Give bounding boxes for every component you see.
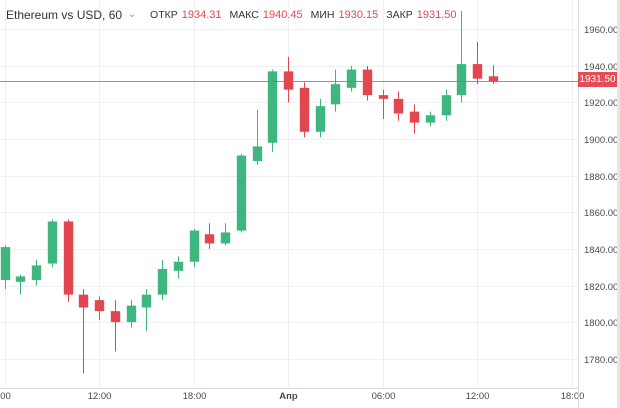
candle <box>15 274 26 295</box>
candle <box>63 219 74 302</box>
candle <box>472 42 483 85</box>
candle <box>362 65 373 101</box>
candle-body <box>78 294 89 308</box>
candle-body <box>393 98 404 114</box>
y-tick-label: 1900.00 <box>584 135 618 146</box>
y-tick-label: 1780.00 <box>584 355 618 366</box>
candle-body <box>488 76 499 82</box>
candle <box>441 89 452 121</box>
candle <box>141 289 152 332</box>
candle-body <box>173 261 184 271</box>
candle-body <box>267 71 278 143</box>
candle-body <box>110 311 121 323</box>
y-tick-label: 1820.00 <box>584 282 618 293</box>
candle-body <box>425 115 436 123</box>
x-tick-label: 12:00 <box>88 391 112 402</box>
candle <box>173 256 184 279</box>
open-value: 1934.31 <box>181 9 222 21</box>
candle-body <box>141 294 152 308</box>
y-tick-label: 1800.00 <box>584 318 618 329</box>
candle <box>94 296 105 321</box>
x-tick-label: 18:00 <box>561 391 585 402</box>
candle <box>252 109 263 165</box>
candle-body <box>204 234 215 244</box>
candle-body <box>441 95 452 116</box>
candle-body <box>409 111 420 123</box>
candle-body <box>0 247 11 281</box>
y-tick-label: 1920.00 <box>584 98 618 109</box>
candle-body <box>189 230 200 262</box>
candle-body <box>31 265 42 281</box>
candle <box>425 111 436 127</box>
chevron-down-icon[interactable]: ⌄ <box>128 9 137 20</box>
candle-body <box>299 87 310 132</box>
candle <box>378 89 389 119</box>
candle <box>31 259 42 286</box>
candle-body <box>220 232 231 244</box>
candle <box>110 300 121 352</box>
y-tick-label: 1840.00 <box>584 245 618 256</box>
candle-body <box>315 106 326 132</box>
candle <box>409 104 420 134</box>
candle <box>283 56 294 103</box>
high-label: МАКС <box>229 9 259 21</box>
candle-body <box>63 221 74 295</box>
candle-body <box>456 64 467 96</box>
candle <box>204 223 215 249</box>
candle-body <box>15 276 26 282</box>
candle-body <box>472 64 483 79</box>
candle <box>346 65 357 92</box>
chart-legend: Ethereum vs USD, 60 ⌄ ОТКР 1934.31 МАКС … <box>6 7 457 23</box>
candle-body <box>236 155 247 231</box>
y-tick-label: 1960.00 <box>584 25 618 36</box>
symbol-title: Ethereum vs USD, 60 <box>6 8 123 22</box>
candles <box>0 10 499 374</box>
y-tick-label: 1940.00 <box>584 62 618 73</box>
candle-body <box>157 269 168 295</box>
panel-edge <box>617 0 620 408</box>
candle <box>267 69 278 152</box>
grid <box>0 0 578 388</box>
candle-body <box>362 69 373 96</box>
candle <box>299 82 310 138</box>
x-tick-label: Апр <box>279 391 298 402</box>
candle <box>0 245 11 290</box>
current-price-badge: 1931.50 <box>578 72 617 87</box>
candle-body <box>330 84 341 105</box>
candle-body <box>378 95 389 99</box>
candle <box>220 223 231 246</box>
y-tick-label: 1860.00 <box>584 208 618 219</box>
candle <box>456 10 467 103</box>
candle-body <box>47 221 58 264</box>
close-label: ЗАКР <box>386 9 413 21</box>
candle <box>189 228 200 268</box>
x-tick-label: 12:00 <box>466 391 490 402</box>
candle-body <box>126 305 137 323</box>
high-value: 1940.45 <box>262 9 303 21</box>
candle <box>315 98 326 138</box>
candle <box>330 69 341 112</box>
candle <box>126 300 137 328</box>
low-label: МИН <box>310 9 335 21</box>
candle-body <box>346 69 357 88</box>
open-label: ОТКР <box>150 9 178 21</box>
x-tick-label: 06:00 <box>372 391 396 402</box>
candle <box>488 65 499 84</box>
candle-body <box>94 300 105 312</box>
y-tick-label: 1880.00 <box>584 172 618 183</box>
candle <box>47 219 58 268</box>
low-value: 1930.15 <box>338 9 379 21</box>
candle <box>78 289 89 374</box>
x-tick-label: 18:00 <box>183 391 207 402</box>
candle <box>393 91 404 121</box>
candle <box>236 153 247 233</box>
candle-body <box>283 71 294 90</box>
x-tick-label: 00 <box>0 391 11 402</box>
candle-body <box>252 146 263 162</box>
candle <box>157 259 168 301</box>
close-value: 1931.50 <box>416 9 457 21</box>
